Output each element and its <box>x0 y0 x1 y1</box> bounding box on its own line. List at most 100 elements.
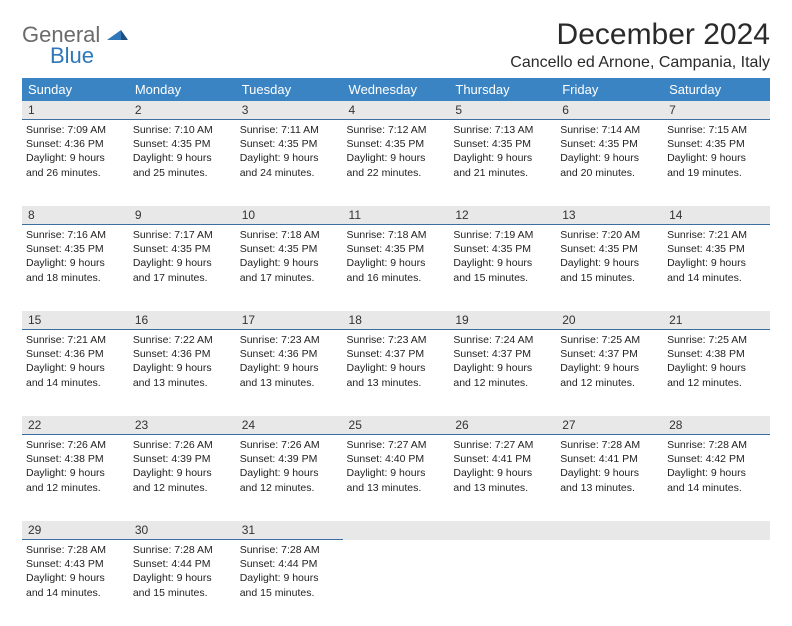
weekday-header: Monday <box>129 78 236 101</box>
week-row: Sunrise: 7:21 AMSunset: 4:36 PMDaylight:… <box>22 330 770 416</box>
day-number: 31 <box>236 521 343 540</box>
sunset-text: Sunset: 4:35 PM <box>453 137 552 151</box>
daylight-text: Daylight: 9 hours and 16 minutes. <box>347 256 446 284</box>
day-number: 7 <box>663 101 770 120</box>
daylight-text: Daylight: 9 hours and 15 minutes. <box>240 571 339 599</box>
day-cell: Sunrise: 7:25 AMSunset: 4:37 PMDaylight:… <box>556 330 663 396</box>
sunrise-text: Sunrise: 7:28 AM <box>26 543 125 557</box>
logo-blue-text: Blue <box>50 45 129 67</box>
sunset-text: Sunset: 4:36 PM <box>26 347 125 361</box>
day-number: 22 <box>22 416 129 435</box>
sunset-text: Sunset: 4:35 PM <box>667 137 766 151</box>
sunset-text: Sunset: 4:44 PM <box>240 557 339 571</box>
daylight-text: Daylight: 9 hours and 13 minutes. <box>560 466 659 494</box>
daylight-text: Daylight: 9 hours and 15 minutes. <box>453 256 552 284</box>
logo-mark-icon <box>107 24 129 47</box>
daylight-text: Daylight: 9 hours and 17 minutes. <box>240 256 339 284</box>
day-number-empty <box>663 521 770 540</box>
calendar-table: SundayMondayTuesdayWednesdayThursdayFrid… <box>22 78 770 626</box>
sunrise-text: Sunrise: 7:10 AM <box>133 123 232 137</box>
day-number: 26 <box>449 416 556 435</box>
weekday-header: Tuesday <box>236 78 343 101</box>
daylight-text: Daylight: 9 hours and 13 minutes. <box>453 466 552 494</box>
day-cell: Sunrise: 7:11 AMSunset: 4:35 PMDaylight:… <box>236 120 343 186</box>
day-cell: Sunrise: 7:20 AMSunset: 4:35 PMDaylight:… <box>556 225 663 291</box>
daylight-text: Daylight: 9 hours and 12 minutes. <box>560 361 659 389</box>
sunrise-text: Sunrise: 7:27 AM <box>453 438 552 452</box>
sunset-text: Sunset: 4:35 PM <box>26 242 125 256</box>
sunrise-text: Sunrise: 7:24 AM <box>453 333 552 347</box>
sunrise-text: Sunrise: 7:23 AM <box>240 333 339 347</box>
daylight-text: Daylight: 9 hours and 13 minutes. <box>240 361 339 389</box>
sunset-text: Sunset: 4:35 PM <box>240 137 339 151</box>
day-cell: Sunrise: 7:18 AMSunset: 4:35 PMDaylight:… <box>236 225 343 291</box>
sunrise-text: Sunrise: 7:18 AM <box>240 228 339 242</box>
weekday-header: Wednesday <box>343 78 450 101</box>
sunrise-text: Sunrise: 7:28 AM <box>240 543 339 557</box>
day-cell: Sunrise: 7:10 AMSunset: 4:35 PMDaylight:… <box>129 120 236 186</box>
daynum-row: 891011121314 <box>22 206 770 225</box>
daylight-text: Daylight: 9 hours and 26 minutes. <box>26 151 125 179</box>
day-number: 14 <box>663 206 770 225</box>
sunrise-text: Sunrise: 7:28 AM <box>560 438 659 452</box>
day-number: 2 <box>129 101 236 120</box>
sunset-text: Sunset: 4:42 PM <box>667 452 766 466</box>
day-cell: Sunrise: 7:28 AMSunset: 4:44 PMDaylight:… <box>129 540 236 606</box>
sunset-text: Sunset: 4:37 PM <box>347 347 446 361</box>
sunrise-text: Sunrise: 7:26 AM <box>133 438 232 452</box>
logo: General Blue <box>22 24 129 67</box>
sunset-text: Sunset: 4:38 PM <box>667 347 766 361</box>
daynum-row: 15161718192021 <box>22 311 770 330</box>
location-text: Cancello ed Arnone, Campania, Italy <box>510 54 770 72</box>
day-cell: Sunrise: 7:21 AMSunset: 4:35 PMDaylight:… <box>663 225 770 291</box>
sunset-text: Sunset: 4:38 PM <box>26 452 125 466</box>
day-cell: Sunrise: 7:27 AMSunset: 4:41 PMDaylight:… <box>449 435 556 501</box>
day-number: 16 <box>129 311 236 330</box>
sunset-text: Sunset: 4:36 PM <box>133 347 232 361</box>
day-number: 25 <box>343 416 450 435</box>
sunset-text: Sunset: 4:44 PM <box>133 557 232 571</box>
day-cell: Sunrise: 7:23 AMSunset: 4:36 PMDaylight:… <box>236 330 343 396</box>
empty-cell <box>449 540 556 626</box>
sunset-text: Sunset: 4:39 PM <box>240 452 339 466</box>
sunrise-text: Sunrise: 7:27 AM <box>347 438 446 452</box>
daylight-text: Daylight: 9 hours and 12 minutes. <box>133 466 232 494</box>
day-number: 17 <box>236 311 343 330</box>
daylight-text: Daylight: 9 hours and 12 minutes. <box>667 361 766 389</box>
sunset-text: Sunset: 4:35 PM <box>133 242 232 256</box>
sunrise-text: Sunrise: 7:20 AM <box>560 228 659 242</box>
day-cell: Sunrise: 7:26 AMSunset: 4:38 PMDaylight:… <box>22 435 129 501</box>
sunrise-text: Sunrise: 7:25 AM <box>560 333 659 347</box>
page-title: December 2024 <box>510 18 770 52</box>
daylight-text: Daylight: 9 hours and 18 minutes. <box>26 256 125 284</box>
sunset-text: Sunset: 4:35 PM <box>667 242 766 256</box>
sunrise-text: Sunrise: 7:18 AM <box>347 228 446 242</box>
weekday-header: Saturday <box>663 78 770 101</box>
day-cell: Sunrise: 7:28 AMSunset: 4:43 PMDaylight:… <box>22 540 129 606</box>
day-cell: Sunrise: 7:22 AMSunset: 4:36 PMDaylight:… <box>129 330 236 396</box>
sunrise-text: Sunrise: 7:26 AM <box>26 438 125 452</box>
daynum-row: 293031 <box>22 521 770 540</box>
day-cell: Sunrise: 7:28 AMSunset: 4:41 PMDaylight:… <box>556 435 663 501</box>
sunset-text: Sunset: 4:43 PM <box>26 557 125 571</box>
weekday-header: Thursday <box>449 78 556 101</box>
daylight-text: Daylight: 9 hours and 13 minutes. <box>133 361 232 389</box>
sunrise-text: Sunrise: 7:09 AM <box>26 123 125 137</box>
empty-cell <box>343 540 450 626</box>
day-number: 5 <box>449 101 556 120</box>
sunrise-text: Sunrise: 7:15 AM <box>667 123 766 137</box>
sunset-text: Sunset: 4:35 PM <box>347 137 446 151</box>
day-cell: Sunrise: 7:24 AMSunset: 4:37 PMDaylight:… <box>449 330 556 396</box>
daylight-text: Daylight: 9 hours and 20 minutes. <box>560 151 659 179</box>
daylight-text: Daylight: 9 hours and 25 minutes. <box>133 151 232 179</box>
daylight-text: Daylight: 9 hours and 12 minutes. <box>453 361 552 389</box>
day-cell: Sunrise: 7:14 AMSunset: 4:35 PMDaylight:… <box>556 120 663 186</box>
daylight-text: Daylight: 9 hours and 14 minutes. <box>26 361 125 389</box>
day-number: 24 <box>236 416 343 435</box>
empty-cell <box>663 540 770 626</box>
day-number-empty <box>343 521 450 540</box>
day-cell: Sunrise: 7:09 AMSunset: 4:36 PMDaylight:… <box>22 120 129 186</box>
day-number: 20 <box>556 311 663 330</box>
daylight-text: Daylight: 9 hours and 24 minutes. <box>240 151 339 179</box>
sunrise-text: Sunrise: 7:28 AM <box>667 438 766 452</box>
